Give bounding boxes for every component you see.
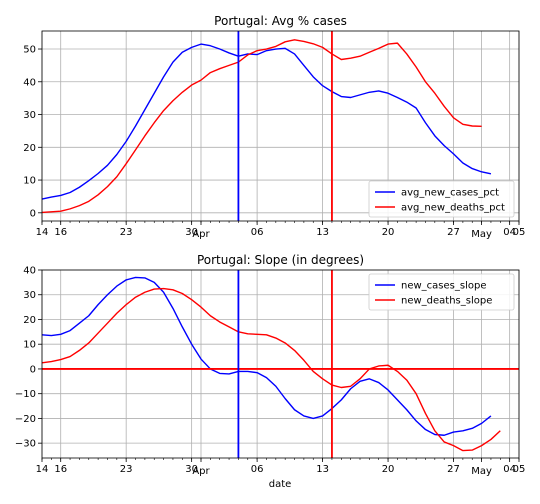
x-axis-label: date xyxy=(269,479,292,490)
series-line-avg_new_cases_pct xyxy=(41,43,492,200)
x-tick-label: Apr xyxy=(192,466,210,477)
x-tick-label: Apr xyxy=(192,229,210,240)
y-tick-label: 40 xyxy=(23,266,36,277)
x-tick-label: 04 xyxy=(503,464,516,475)
y-tick-label: 30 xyxy=(23,110,36,121)
plot-frame xyxy=(41,30,520,222)
x-tick-label: 16 xyxy=(54,464,67,475)
legend-label: avg_new_cases_pct xyxy=(401,188,499,199)
plot-frame xyxy=(41,269,520,459)
x-tick-label: 05 xyxy=(513,227,526,238)
y-tick-label: 10 xyxy=(23,340,36,351)
x-tick-label: 27 xyxy=(447,464,460,475)
legend-label: avg_new_deaths_pct xyxy=(401,203,505,214)
y-tick-label: 50 xyxy=(23,45,36,56)
x-tick-label: May xyxy=(471,229,492,240)
y-tick-label: −30 xyxy=(15,439,36,450)
x-tick-label: 30 xyxy=(185,227,198,238)
y-tick-label: 40 xyxy=(23,77,36,88)
x-tick-label: 23 xyxy=(120,464,133,475)
y-tick-label: 10 xyxy=(23,176,36,187)
legend-box xyxy=(368,180,515,218)
x-tick-label: 23 xyxy=(120,227,133,238)
x-tick-label: 05 xyxy=(513,464,526,475)
legend-label: new_deaths_slope xyxy=(401,296,492,307)
x-tick-label: May xyxy=(471,466,492,477)
x-tick-label: 13 xyxy=(316,464,329,475)
legend-box xyxy=(368,273,515,311)
x-tick-label: 14 xyxy=(36,464,49,475)
series-line-avg_new_deaths_pct xyxy=(41,39,482,214)
y-tick-label: −20 xyxy=(15,414,36,425)
series-line-new_deaths_slope xyxy=(41,287,501,452)
x-tick-label: 13 xyxy=(316,227,329,238)
chart-title: Portugal: Avg % cases xyxy=(214,14,347,28)
x-tick-label: 20 xyxy=(382,464,395,475)
series-line-new_cases_slope xyxy=(41,276,492,436)
y-tick-label: 30 xyxy=(23,290,36,301)
y-tick-label: 20 xyxy=(23,143,36,154)
chart-title: Portugal: Slope (in degrees) xyxy=(197,253,364,267)
x-tick-label: 06 xyxy=(251,227,264,238)
x-tick-label: 30 xyxy=(185,464,198,475)
y-tick-label: −10 xyxy=(15,389,36,400)
x-tick-label: 06 xyxy=(251,464,264,475)
y-tick-label: 20 xyxy=(23,315,36,326)
x-tick-label: 27 xyxy=(447,227,460,238)
x-tick-label: 20 xyxy=(382,227,395,238)
x-tick-label: 16 xyxy=(54,227,67,238)
x-tick-label: 04 xyxy=(503,227,516,238)
y-tick-label: 0 xyxy=(30,208,36,219)
legend-label: new_cases_slope xyxy=(401,281,486,292)
y-tick-label: 0 xyxy=(30,364,36,375)
x-tick-label: 14 xyxy=(36,227,49,238)
